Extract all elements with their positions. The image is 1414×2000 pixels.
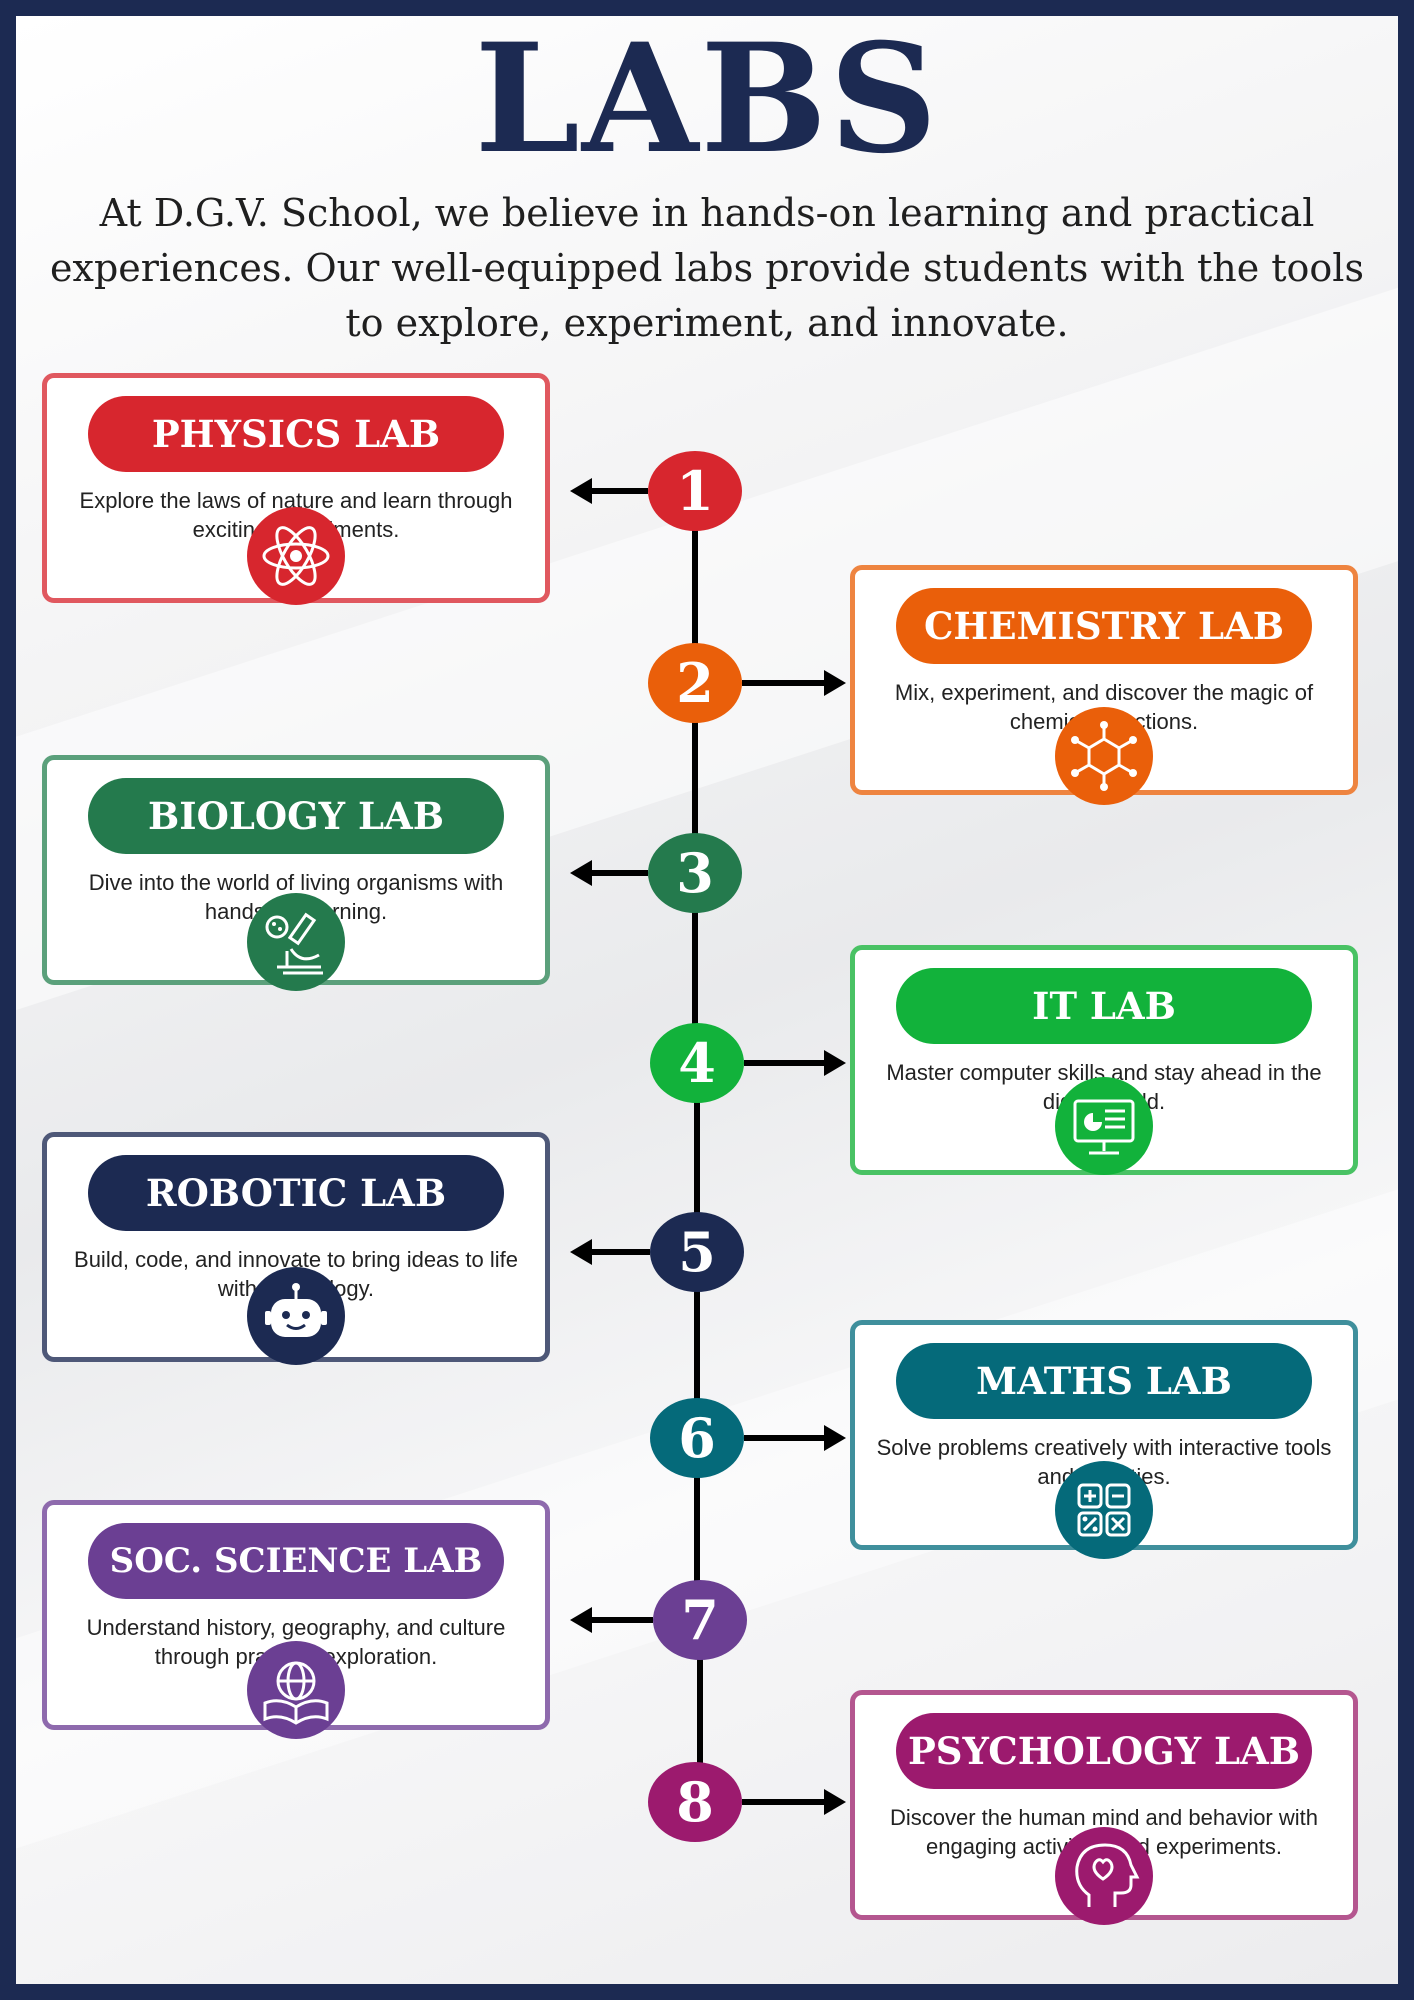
- lab-title: PHYSICS LAB: [88, 396, 504, 472]
- step-number-badge: 4: [650, 1023, 744, 1103]
- connector-arrow: [742, 670, 846, 696]
- lab-title: BIOLOGY LAB: [88, 778, 504, 854]
- lab-description: Solve problems creatively with interacti…: [876, 1435, 1332, 1489]
- lab-title: SOC. SCIENCE LAB: [88, 1523, 504, 1599]
- lab-card: ROBOTIC LAB Build, code, and innovate to …: [42, 1132, 550, 1362]
- connector-arrow: [570, 1239, 650, 1265]
- calculator-icon: [1055, 1461, 1153, 1559]
- lab-card: IT LAB Master computer skills and stay ah…: [850, 945, 1358, 1175]
- timeline-connector: [692, 683, 698, 873]
- connector-arrow: [742, 1789, 846, 1815]
- timeline-connector: [692, 873, 698, 1063]
- lab-title: CHEMISTRY LAB: [896, 588, 1312, 664]
- timeline-connector: [697, 1620, 703, 1802]
- computer-monitor-icon: [1055, 1077, 1153, 1175]
- lab-title: ROBOTIC LAB: [88, 1155, 504, 1231]
- step-number-badge: 1: [648, 451, 742, 531]
- connector-arrow: [744, 1425, 846, 1451]
- timeline-connector: [694, 1252, 700, 1438]
- timeline-connector: [692, 491, 698, 683]
- lab-title: MATHS LAB: [896, 1343, 1312, 1419]
- step-number-badge: 2: [648, 643, 742, 723]
- intro-text: At D.G.V. School, we believe in hands-on…: [50, 191, 1364, 345]
- timeline-connector: [694, 1063, 700, 1252]
- connector-arrow: [570, 1607, 653, 1633]
- step-number-badge: 6: [650, 1398, 744, 1478]
- connector-arrow: [570, 860, 648, 886]
- step-number-badge: 5: [650, 1212, 744, 1292]
- connector-arrow: [570, 478, 648, 504]
- globe-book-icon: [247, 1641, 345, 1739]
- molecule-icon: [1055, 707, 1153, 805]
- step-number-badge: 8: [648, 1762, 742, 1842]
- head-heart-icon: [1055, 1827, 1153, 1925]
- page-title: LABS: [474, 11, 940, 187]
- microscope-icon: [247, 893, 345, 991]
- robot-icon: [247, 1267, 345, 1365]
- atom-icon: [247, 507, 345, 605]
- timeline-connector: [694, 1438, 700, 1620]
- lab-title: IT LAB: [896, 968, 1312, 1044]
- step-number-badge: 7: [653, 1580, 747, 1660]
- step-number-badge: 3: [648, 833, 742, 913]
- lab-title: PSYCHOLOGY LAB: [896, 1713, 1312, 1789]
- lab-card: BIOLOGY LAB Dive into the world of living…: [42, 755, 550, 985]
- connector-arrow: [744, 1050, 846, 1076]
- lab-card: MATHS LAB Solve problems creatively with …: [850, 1320, 1358, 1550]
- lab-card: PSYCHOLOGY LAB Discover the human mind an…: [850, 1690, 1358, 1920]
